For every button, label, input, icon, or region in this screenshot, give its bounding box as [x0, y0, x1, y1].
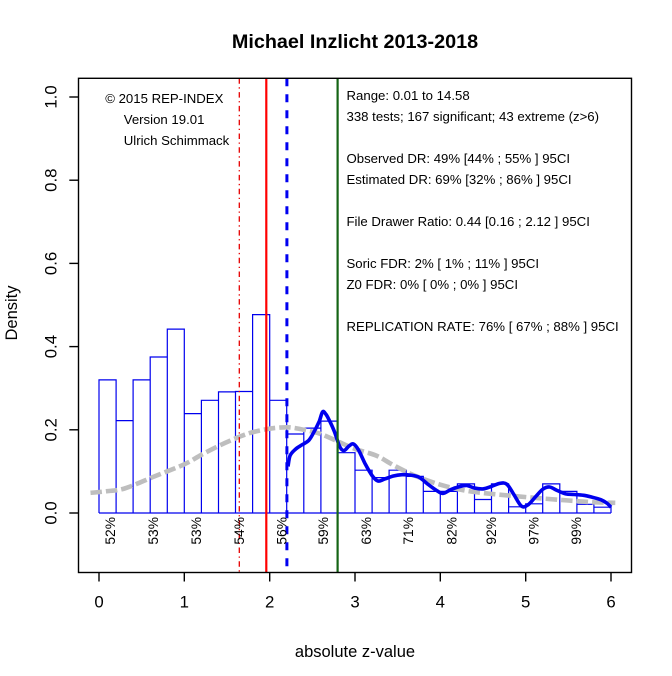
svg-text:Range: 0.01 to 14.58: Range: 0.01 to 14.58 — [347, 88, 470, 103]
svg-text:Ulrich Schimmack: Ulrich Schimmack — [124, 133, 230, 148]
svg-text:92%: 92% — [484, 517, 499, 545]
svg-text:99%: 99% — [569, 517, 584, 545]
svg-text:1: 1 — [180, 593, 189, 612]
svg-text:1.0: 1.0 — [42, 85, 61, 108]
svg-text:0.4: 0.4 — [42, 335, 61, 358]
svg-text:0.0: 0.0 — [42, 501, 61, 524]
svg-text:0: 0 — [94, 593, 103, 612]
svg-text:Estimated DR: 69% [32% ; 86% ]: Estimated DR: 69% [32% ; 86% ] 95CI — [347, 172, 572, 187]
svg-text:Michael Inzlicht 2013-2018: Michael Inzlicht 2013-2018 — [232, 31, 478, 53]
svg-text:0.8: 0.8 — [42, 169, 61, 192]
svg-text:97%: 97% — [527, 517, 542, 545]
svg-text:Density: Density — [3, 285, 21, 341]
svg-text:54%: 54% — [232, 517, 247, 545]
svg-text:56%: 56% — [275, 517, 290, 545]
svg-text:Version 19.01: Version 19.01 — [124, 112, 205, 127]
svg-text:0.6: 0.6 — [42, 252, 61, 275]
svg-text:59%: 59% — [316, 517, 331, 545]
svg-text:3: 3 — [350, 593, 359, 612]
svg-text:53%: 53% — [146, 517, 161, 545]
svg-text:Observed DR: 49% [44% ; 55% ]: Observed DR: 49% [44% ; 55% ] 95CI — [347, 151, 571, 166]
svg-text:71%: 71% — [401, 517, 416, 545]
svg-text:5: 5 — [521, 593, 530, 612]
svg-text:338 tests; 167 significant; 43: 338 tests; 167 significant; 43 extreme (… — [347, 109, 600, 124]
svg-text:Z0 FDR: 0% [ 0% ; 0% ] 95CI: Z0 FDR: 0% [ 0% ; 0% ] 95CI — [347, 277, 519, 292]
svg-text:53%: 53% — [189, 517, 204, 545]
svg-text:absolute z-value: absolute z-value — [295, 643, 415, 661]
svg-text:4: 4 — [436, 593, 445, 612]
svg-text:0.2: 0.2 — [42, 418, 61, 441]
svg-text:82%: 82% — [445, 517, 460, 545]
svg-text:© 2015 REP-INDEX: © 2015 REP-INDEX — [105, 91, 223, 106]
svg-text:63%: 63% — [359, 517, 374, 545]
svg-text:File Drawer Ratio: 0.44 [0.16: File Drawer Ratio: 0.44 [0.16 ; 2.12 ] 9… — [347, 214, 590, 229]
svg-text:52%: 52% — [103, 517, 118, 545]
svg-text:6: 6 — [606, 593, 615, 612]
svg-text:2: 2 — [265, 593, 274, 612]
svg-text:Soric FDR: 2% [ 1% ; 11% ] 95C: Soric FDR: 2% [ 1% ; 11% ] 95CI — [347, 256, 540, 271]
svg-text:REPLICATION RATE: 76% [ 67% ;: REPLICATION RATE: 76% [ 67% ; 88% ] 95CI — [347, 319, 619, 334]
